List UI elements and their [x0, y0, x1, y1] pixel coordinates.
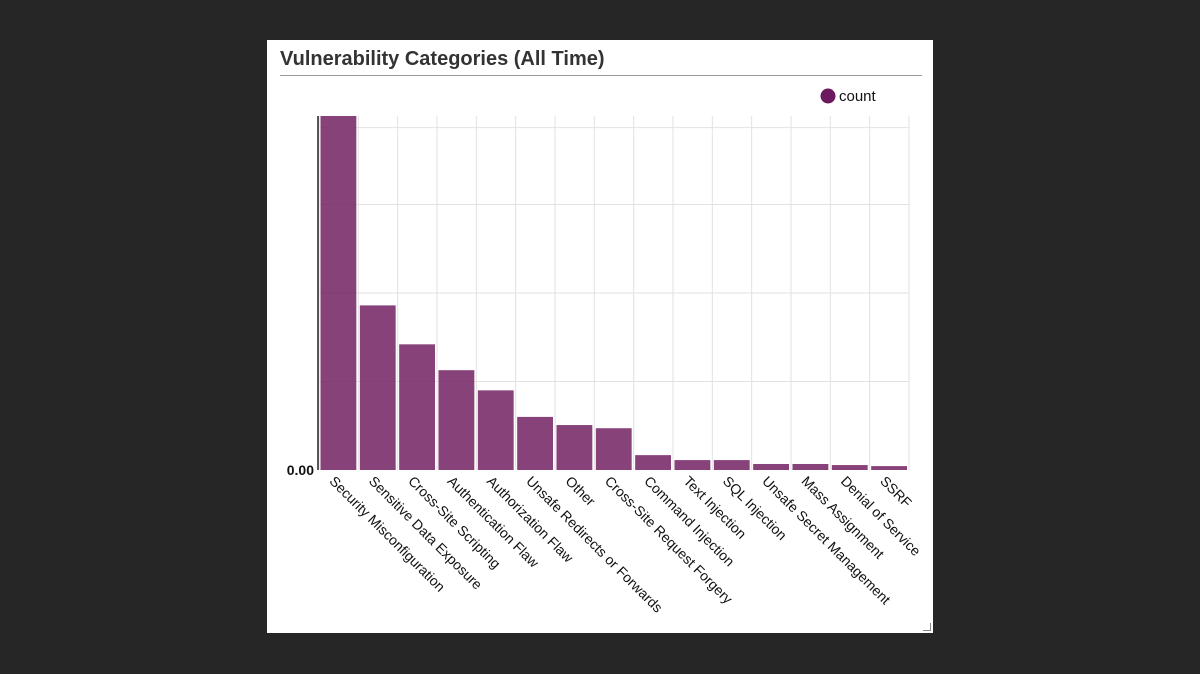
legend-swatch: [820, 88, 836, 104]
bar-cross-site-scripting: [399, 344, 435, 470]
x-tick-label: Other: [563, 473, 599, 509]
legend: count: [820, 88, 877, 105]
bar-sensitive-data-exposure: [359, 305, 396, 470]
bar-unsafe-redirects-or-forwards: [517, 416, 553, 470]
grid: [318, 116, 910, 470]
chart-card: Vulnerability Categories (All Time) 0.00…: [267, 40, 933, 633]
bar-denial-of-service: [831, 465, 868, 470]
bar-sql-injection: [713, 460, 750, 470]
bar-other: [556, 425, 593, 470]
chart-title: Vulnerability Categories (All Time): [280, 48, 605, 70]
resize-handle[interactable]: [923, 623, 931, 631]
bar-text-injection: [674, 460, 711, 470]
x-tick-label: SSRF: [877, 473, 915, 511]
y-tick-label: 0.00: [287, 462, 314, 478]
bar-unsafe-secret-management: [753, 463, 789, 470]
bar-ssrf: [871, 466, 907, 470]
title-divider: [280, 75, 922, 76]
bar-command-injection: [635, 455, 671, 470]
bar-authorization-flaw: [477, 390, 514, 470]
legend-label: count: [839, 88, 877, 105]
bar-cross-site-request-forgery: [595, 428, 632, 470]
bar-mass-assignment: [792, 463, 829, 470]
bar-security-misconfiguration: [320, 116, 357, 470]
bar-authentication-flaw: [438, 370, 475, 470]
